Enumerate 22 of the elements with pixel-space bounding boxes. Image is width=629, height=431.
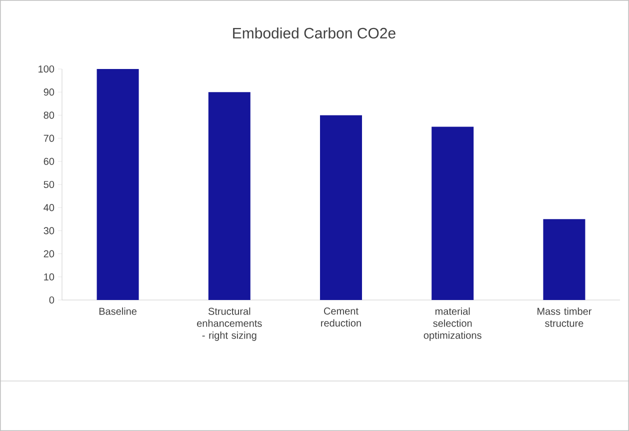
y-tick-label: 40 [44, 204, 54, 212]
y-tick-label: 10 [44, 273, 54, 280]
bar [432, 126, 474, 300]
bar [320, 115, 362, 300]
chart-title: Embodied Carbon CO2e [233, 27, 396, 38]
y-tick-label: 20 [44, 250, 54, 258]
y-tick-label: 100 [38, 65, 54, 73]
bar [96, 68, 139, 300]
x-tick-label: Structural enhancements - right sizing [197, 308, 262, 341]
x-tick-label: Baseline [99, 308, 137, 315]
x-tick-label: Cement reduction [321, 308, 361, 327]
y-tick-label: 30 [44, 227, 54, 234]
y-tick-label: 60 [44, 158, 54, 165]
x-tick-label: Mass timber structure [538, 308, 592, 327]
y-tick-label: 90 [44, 88, 54, 96]
y-tick-label: 80 [44, 112, 54, 119]
y-tick-label: 70 [44, 134, 54, 142]
y-tick-label: 50 [44, 180, 54, 188]
bar [208, 92, 250, 300]
bar [543, 219, 586, 300]
x-tick-label: material selection optimizations [424, 308, 482, 341]
y-tick-label: 0 [49, 296, 54, 304]
